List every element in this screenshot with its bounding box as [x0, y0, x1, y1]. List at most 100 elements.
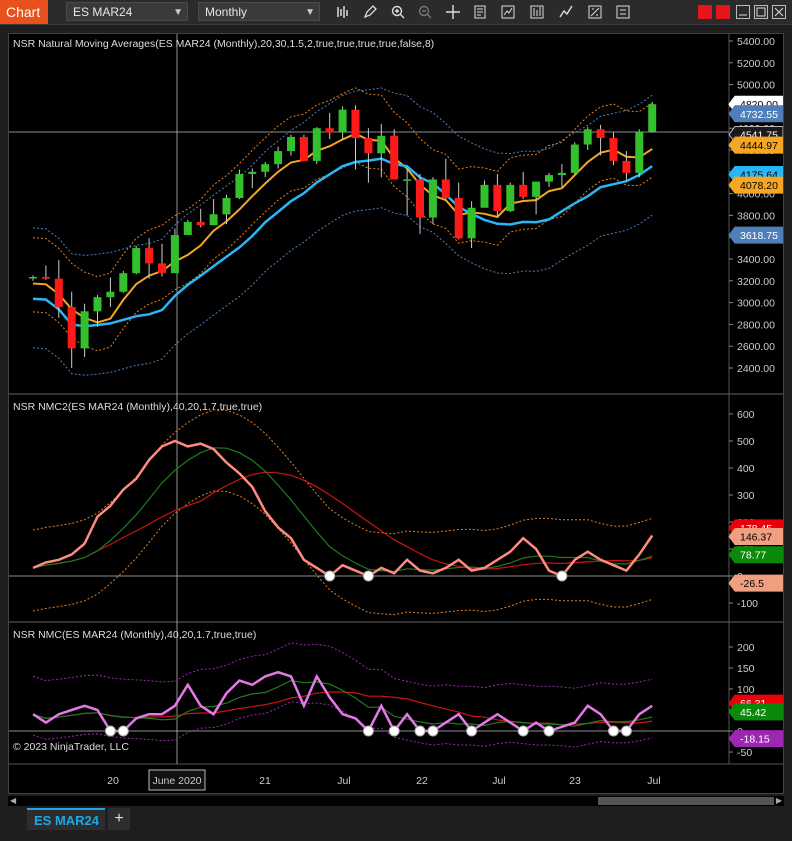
candle-body: [183, 221, 192, 236]
price-badge-label: 3618.75: [740, 230, 778, 242]
zero-dot: [388, 725, 400, 737]
y-tick-label: 600: [737, 409, 755, 421]
zoom-out-icon[interactable]: [416, 3, 434, 21]
nmc-slow-line: [32, 691, 653, 726]
bar-chart-icon[interactable]: [334, 3, 352, 21]
candle-body: [596, 129, 605, 139]
close-group-icon[interactable]: [698, 5, 712, 19]
indicators-icon[interactable]: [499, 3, 517, 21]
x-tick-label: 21: [259, 775, 271, 787]
drawing-tools-icon[interactable]: [557, 3, 575, 21]
candle-body: [41, 276, 50, 279]
strategies-icon[interactable]: [528, 3, 546, 21]
price-badge: [728, 105, 783, 123]
zero-dot: [414, 725, 426, 737]
candle-body: [222, 197, 231, 215]
candle-body: [493, 184, 502, 212]
price-badge-label: -26.5: [740, 578, 764, 590]
candle-body: [428, 179, 437, 218]
y-tick-label: 2800.00: [737, 319, 775, 331]
candle-body: [170, 235, 179, 274]
candle-body: [519, 184, 528, 197]
nmc-lower-band: [32, 701, 653, 748]
nmc2-upper-band: [32, 409, 653, 535]
nmc2-panel-title: NSR NMC2(ES MAR24 (Monthly),40,20,1.7,tr…: [13, 401, 263, 413]
instrument-value: ES MAR24: [73, 5, 133, 19]
candle-body: [403, 179, 412, 181]
candle-body: [480, 184, 489, 208]
candle-body: [209, 214, 218, 226]
price-panel: [29, 87, 657, 376]
zero-dot: [362, 725, 374, 737]
x-tick-label: 20: [107, 775, 119, 787]
y-tick-label: 100: [737, 684, 755, 696]
candle-body: [416, 179, 424, 218]
chart-svg[interactable]: 5400.005200.005000.004800.004600.004400.…: [9, 34, 783, 793]
price-badge: [728, 574, 783, 592]
chart-toolbar: Chart ES MAR24 ▼ Monthly ▼: [0, 0, 792, 25]
pencil-icon[interactable]: [361, 3, 379, 21]
tab-es-mar24[interactable]: ES MAR24: [27, 808, 105, 830]
x-tick-label: Jul: [492, 775, 505, 787]
y-tick-label: 3400.00: [737, 254, 775, 266]
candle-body: [312, 128, 321, 161]
price-badge-label: 78.77: [740, 550, 766, 562]
interval-value: Monthly: [205, 5, 248, 19]
price-badge-label: 4078.20: [740, 180, 778, 192]
candle-body: [338, 109, 347, 133]
candle-body: [532, 181, 541, 197]
price-panel-title: NSR Natural Moving Averages(ES MAR24 (Mo…: [13, 38, 435, 50]
candle-body: [609, 138, 618, 161]
copyright-text: © 2023 NinjaTrader, LLC: [13, 741, 129, 753]
horizontal-scrollbar[interactable]: ◀ ▶: [8, 796, 784, 806]
candle-body: [441, 179, 450, 198]
price-badge-label: -18.15: [740, 734, 770, 746]
y-tick-label: 3200.00: [737, 276, 775, 288]
y-tick-label: 200: [737, 642, 755, 654]
chart-canvas[interactable]: 5400.005200.005000.004800.004600.004400.…: [8, 33, 784, 794]
scroll-right-icon[interactable]: ▶: [775, 796, 782, 805]
y-tick-label: 150: [737, 663, 755, 675]
instrument-selector[interactable]: ES MAR24 ▼: [66, 2, 188, 21]
minimize-icon[interactable]: [736, 5, 750, 19]
interval-selector[interactable]: Monthly ▼: [198, 2, 320, 21]
zero-dot: [608, 725, 619, 737]
data-box-icon[interactable]: [586, 3, 604, 21]
candle-body: [364, 138, 373, 154]
properties-icon[interactable]: [471, 3, 489, 21]
candle-body: [635, 131, 644, 173]
zero-dot: [117, 725, 129, 737]
candle-body: [390, 135, 399, 180]
candle-body: [67, 306, 76, 349]
close-icon[interactable]: [772, 5, 786, 19]
candle-body: [648, 104, 657, 132]
crosshair-icon[interactable]: [444, 3, 462, 21]
x-highlight-box: [148, 769, 206, 791]
price-badge: [728, 226, 783, 244]
link-icon[interactable]: [716, 5, 730, 19]
nmc2-panel: [32, 409, 654, 616]
nmc-panel-title: NSR NMC(ES MAR24 (Monthly),40,20,1.7,tru…: [13, 629, 257, 641]
scroll-left-icon[interactable]: ◀: [10, 796, 17, 805]
candle-body: [583, 129, 592, 145]
zero-dot: [556, 570, 568, 582]
candle-body: [29, 276, 37, 279]
candle-body: [235, 173, 244, 198]
zero-dot: [466, 725, 478, 737]
candle-body: [545, 175, 553, 182]
add-tab-button[interactable]: +: [108, 808, 130, 830]
scrollbar-thumb[interactable]: [598, 797, 774, 805]
zoom-in-icon[interactable]: [389, 3, 407, 21]
price-badge: [728, 136, 783, 154]
outer-lower-band-line: [32, 207, 653, 376]
candle-body: [506, 184, 515, 212]
maximize-icon[interactable]: [754, 5, 768, 19]
chart-trader-icon[interactable]: [614, 3, 632, 21]
nmc2-lower-band: [32, 490, 653, 616]
candle-body: [158, 263, 166, 274]
price-badge: [728, 527, 783, 545]
x-tick-label: Jul: [647, 775, 660, 787]
nmc2-signal-line: [32, 447, 653, 573]
candle-body: [54, 278, 63, 307]
zero-dot: [427, 725, 439, 737]
